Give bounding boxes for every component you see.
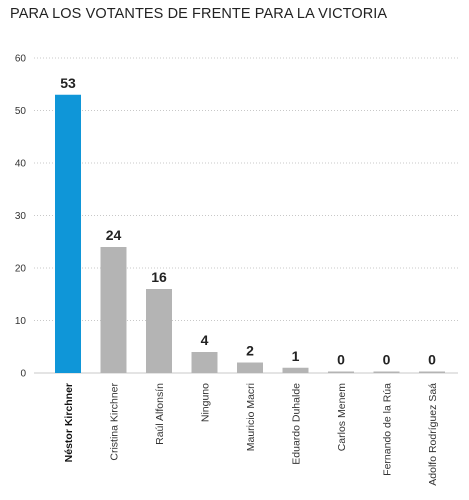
category-label: Adolfo Rodríguez Saá [427, 383, 439, 486]
category-label: Eduardo Duhalde [291, 383, 303, 465]
y-tick-label: 60 [15, 54, 27, 65]
bar [191, 352, 218, 373]
bar [328, 371, 354, 373]
y-tick-label: 40 [15, 159, 27, 170]
category-label: Fernando de la Rúa [382, 383, 394, 476]
y-axis: 0 10 20 30 40 50 60 [15, 54, 27, 380]
bar-value-label: 53 [60, 75, 76, 91]
bar [419, 371, 445, 373]
category-label: Cristina Kirchner [109, 382, 121, 460]
chart-title: PARA LOS VOTANTES DE FRENTE PARA LA VICT… [10, 6, 388, 22]
bar-value-label: 1 [292, 348, 300, 364]
bar-value-label: 24 [106, 227, 122, 243]
bar-value-label: 4 [201, 332, 209, 348]
bar-value-label: 0 [383, 352, 391, 368]
bar-value-label: 0 [337, 352, 345, 368]
y-tick-label: 10 [15, 316, 27, 327]
y-tick-label: 30 [15, 211, 27, 222]
gridlines [34, 57, 458, 374]
bar-value-label: 16 [151, 269, 167, 285]
category-label: Ninguno [200, 383, 212, 422]
category-label: Néstor Kirchner [63, 383, 75, 462]
bar-value-label: 2 [246, 343, 254, 359]
bar [237, 362, 263, 373]
bar [282, 367, 309, 373]
y-tick-label: 50 [15, 106, 27, 117]
category-label: Mauricio Macri [245, 383, 257, 451]
bar [55, 94, 81, 373]
y-tick-label: 0 [20, 369, 26, 380]
bar [373, 371, 400, 373]
y-tick-label: 20 [15, 264, 27, 275]
bar-value-label: 0 [428, 352, 436, 368]
category-label: Carlos Menem [336, 383, 348, 452]
value-labels: 53 24 16 4 2 1 0 0 0 [60, 75, 436, 368]
category-labels: Néstor Kirchner Cristina Kirchner Raúl Alf… [63, 382, 439, 485]
bar [146, 289, 172, 373]
bars [55, 94, 445, 373]
bar [100, 247, 127, 373]
category-label: Raúl Alfonsín [154, 383, 166, 445]
